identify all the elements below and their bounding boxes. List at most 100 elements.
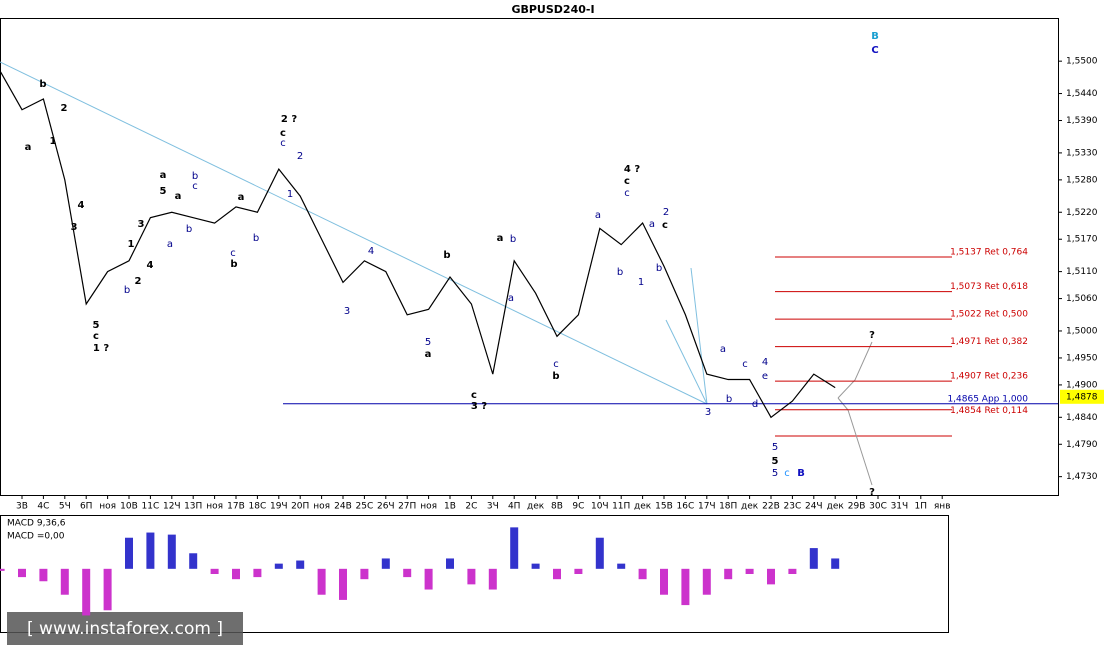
x-tick-label: ноя <box>206 502 223 512</box>
macd-bar <box>767 568 775 585</box>
wave-label: 3 <box>705 407 711 418</box>
wave-label: a <box>238 192 245 203</box>
macd-bar <box>232 568 240 580</box>
macd-bar <box>531 563 540 569</box>
fib-label: 1,5137 Ret 0,764 <box>950 248 1028 258</box>
wave-label: 4 <box>368 246 374 257</box>
fib-label: 1,5022 Ret 0,500 <box>950 310 1028 320</box>
wave-label: 2 <box>297 151 303 162</box>
x-tick-label: 1В <box>444 502 456 512</box>
macd-bar <box>146 532 155 569</box>
macd-bar <box>424 568 433 590</box>
x-tick-label: 18С <box>249 502 267 512</box>
wave-label: 1 <box>128 239 135 250</box>
macd-bar <box>60 568 69 595</box>
y-tick-label: 1,5390 <box>1066 116 1098 126</box>
x-tick-label: 6П <box>80 502 93 512</box>
y-tick-label: 1,5170 <box>1066 235 1098 245</box>
x-tick-label: 12Ч <box>163 502 181 512</box>
macd-bar <box>296 560 305 569</box>
trend-line <box>0 61 708 405</box>
y-tick-label: 1,5060 <box>1066 294 1098 304</box>
macd-bar <box>210 568 219 574</box>
last-price-box <box>1060 389 1104 404</box>
wave-label: c <box>662 220 668 231</box>
fib-label: 1,4865 App 1,000 <box>947 394 1028 404</box>
y-tick-label: 1,4840 <box>1066 413 1098 423</box>
channel-line <box>690 267 708 405</box>
macd-bar <box>488 568 497 590</box>
wave-label: c <box>280 128 286 139</box>
wave-label: B <box>871 31 879 42</box>
macd-title: MACD 9,36,6 <box>7 519 66 529</box>
wave-label: c <box>553 359 559 370</box>
y-tick-label: 1,5500 <box>1066 57 1098 67</box>
wave-label: c <box>742 359 748 370</box>
wave-label: a <box>720 344 726 355</box>
wave-label: a <box>497 233 504 244</box>
x-tick-label: дек <box>527 502 545 512</box>
x-tick-label: 31Ч <box>891 502 909 512</box>
macd-bar <box>82 568 91 616</box>
watermark: [ www.instaforex.com ] <box>27 619 223 639</box>
price-frame <box>0 18 1059 496</box>
macd-bar <box>381 558 390 569</box>
wave-label: b <box>192 171 198 182</box>
macd-bar <box>831 558 840 569</box>
macd-bar <box>724 568 733 580</box>
wave-label: b <box>253 233 259 244</box>
macd-bar <box>745 568 754 574</box>
price-line <box>0 71 836 419</box>
wave-label: b <box>186 224 192 235</box>
wave-label: c <box>624 176 630 187</box>
x-tick-label: 16С <box>677 502 695 512</box>
x-tick-label: 18П <box>719 502 737 512</box>
macd-bar <box>403 568 412 578</box>
wave-label: 4 ? <box>624 164 640 175</box>
fib-label: 1,4971 Ret 0,382 <box>950 337 1028 347</box>
wave-label: 3 ? <box>471 401 487 412</box>
macd-bar <box>617 563 626 569</box>
y-tick-label: 1,4730 <box>1066 472 1098 482</box>
wave-label: 2 ? <box>281 114 297 125</box>
wave-label: a <box>25 142 32 153</box>
wave-label: b <box>552 371 559 382</box>
x-tick-label: 19Ч <box>270 502 288 512</box>
fib-label: 1,5073 Ret 0,618 <box>950 282 1028 292</box>
fib-label: 1,4907 Ret 0,236 <box>950 372 1028 382</box>
wave-label: c <box>230 248 236 259</box>
x-tick-label: ноя <box>99 502 116 512</box>
wave-label: 5 <box>93 320 100 331</box>
y-tick-label: 1,4790 <box>1066 440 1098 450</box>
wave-label: b <box>510 234 516 245</box>
wave-label: 4 <box>762 357 768 368</box>
y-tick-label: 1,5000 <box>1066 326 1098 336</box>
x-tick-label: 17Ч <box>698 502 716 512</box>
wave-label: b <box>726 394 732 405</box>
wave-label: B <box>797 468 805 479</box>
x-tick-label: 22В <box>762 502 780 512</box>
macd-bar <box>660 568 668 595</box>
macd-bar <box>702 568 711 595</box>
wave-label: 1 <box>287 189 293 200</box>
macd-bar <box>467 568 476 585</box>
macd-bar <box>103 568 112 611</box>
macd-bar <box>253 568 262 578</box>
wave-label: c <box>471 390 477 401</box>
x-tick-label: 24Ч <box>805 502 823 512</box>
x-tick-label: 3В <box>16 502 28 512</box>
wave-label: c <box>93 331 99 342</box>
x-tick-label: дек <box>741 502 759 512</box>
wave-label: a <box>425 349 432 360</box>
wave-label: a <box>175 191 182 202</box>
wave-label: 2 <box>61 103 68 114</box>
wave-label: a <box>160 170 167 181</box>
macd-bar <box>638 568 647 580</box>
x-tick-label: 23С <box>784 502 802 512</box>
y-tick-label: 1,5280 <box>1066 175 1098 185</box>
x-tick-label: ноя <box>420 502 437 512</box>
x-tick-label: ноя <box>313 502 330 512</box>
x-tick-label: 11С <box>142 502 160 512</box>
wave-label: 2 <box>135 276 142 287</box>
